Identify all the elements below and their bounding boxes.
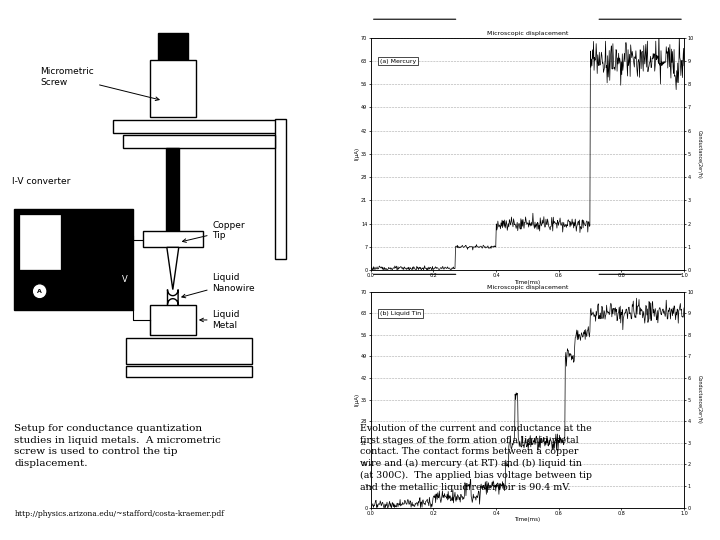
Bar — [276, 119, 286, 259]
Bar — [19, 215, 60, 269]
Bar — [127, 366, 252, 377]
Y-axis label: Conductance(2e²/h): Conductance(2e²/h) — [697, 375, 702, 424]
Text: Liquid
Nanowire: Liquid Nanowire — [182, 273, 255, 298]
Bar — [150, 60, 196, 118]
Title: Microscopic displacement: Microscopic displacement — [487, 285, 568, 290]
Y-axis label: Conductance(2e²/h): Conductance(2e²/h) — [697, 130, 702, 178]
Text: I-V converter: I-V converter — [12, 177, 71, 186]
Bar — [14, 208, 133, 310]
Text: A: A — [37, 289, 42, 294]
Text: Evolution of the current and conductance at the
first stages of the form ation o: Evolution of the current and conductance… — [360, 424, 592, 492]
Text: Setup for conductance quantization
studies in liquid metals.  A micrometric
scre: Setup for conductance quantization studi… — [14, 424, 221, 468]
Bar — [158, 33, 188, 60]
Bar — [113, 120, 285, 133]
Text: http://physics.arizona.edu/~stafford/costa-kraemer.pdf: http://physics.arizona.edu/~stafford/cos… — [14, 510, 225, 518]
Bar — [150, 305, 196, 335]
Text: Liquid
Metal: Liquid Metal — [200, 310, 240, 329]
Text: Micrometric
Screw: Micrometric Screw — [40, 68, 159, 100]
Y-axis label: I(µA): I(µA) — [355, 393, 360, 406]
Text: (a) Mercury: (a) Mercury — [380, 58, 416, 64]
Polygon shape — [168, 289, 178, 305]
Bar — [123, 135, 276, 148]
X-axis label: Time(ms): Time(ms) — [514, 517, 541, 523]
Circle shape — [32, 284, 47, 299]
Title: Microscopic displacement: Microscopic displacement — [487, 31, 568, 36]
X-axis label: Time(ms): Time(ms) — [514, 280, 541, 285]
Polygon shape — [167, 247, 179, 289]
Text: V: V — [122, 275, 127, 284]
Bar — [127, 338, 252, 364]
Bar — [166, 148, 179, 232]
Y-axis label: I(µA): I(µA) — [355, 147, 360, 160]
Bar — [143, 231, 202, 247]
Text: Copper
Tip: Copper Tip — [183, 221, 246, 242]
Text: (b) Liquid Tin: (b) Liquid Tin — [380, 310, 421, 316]
